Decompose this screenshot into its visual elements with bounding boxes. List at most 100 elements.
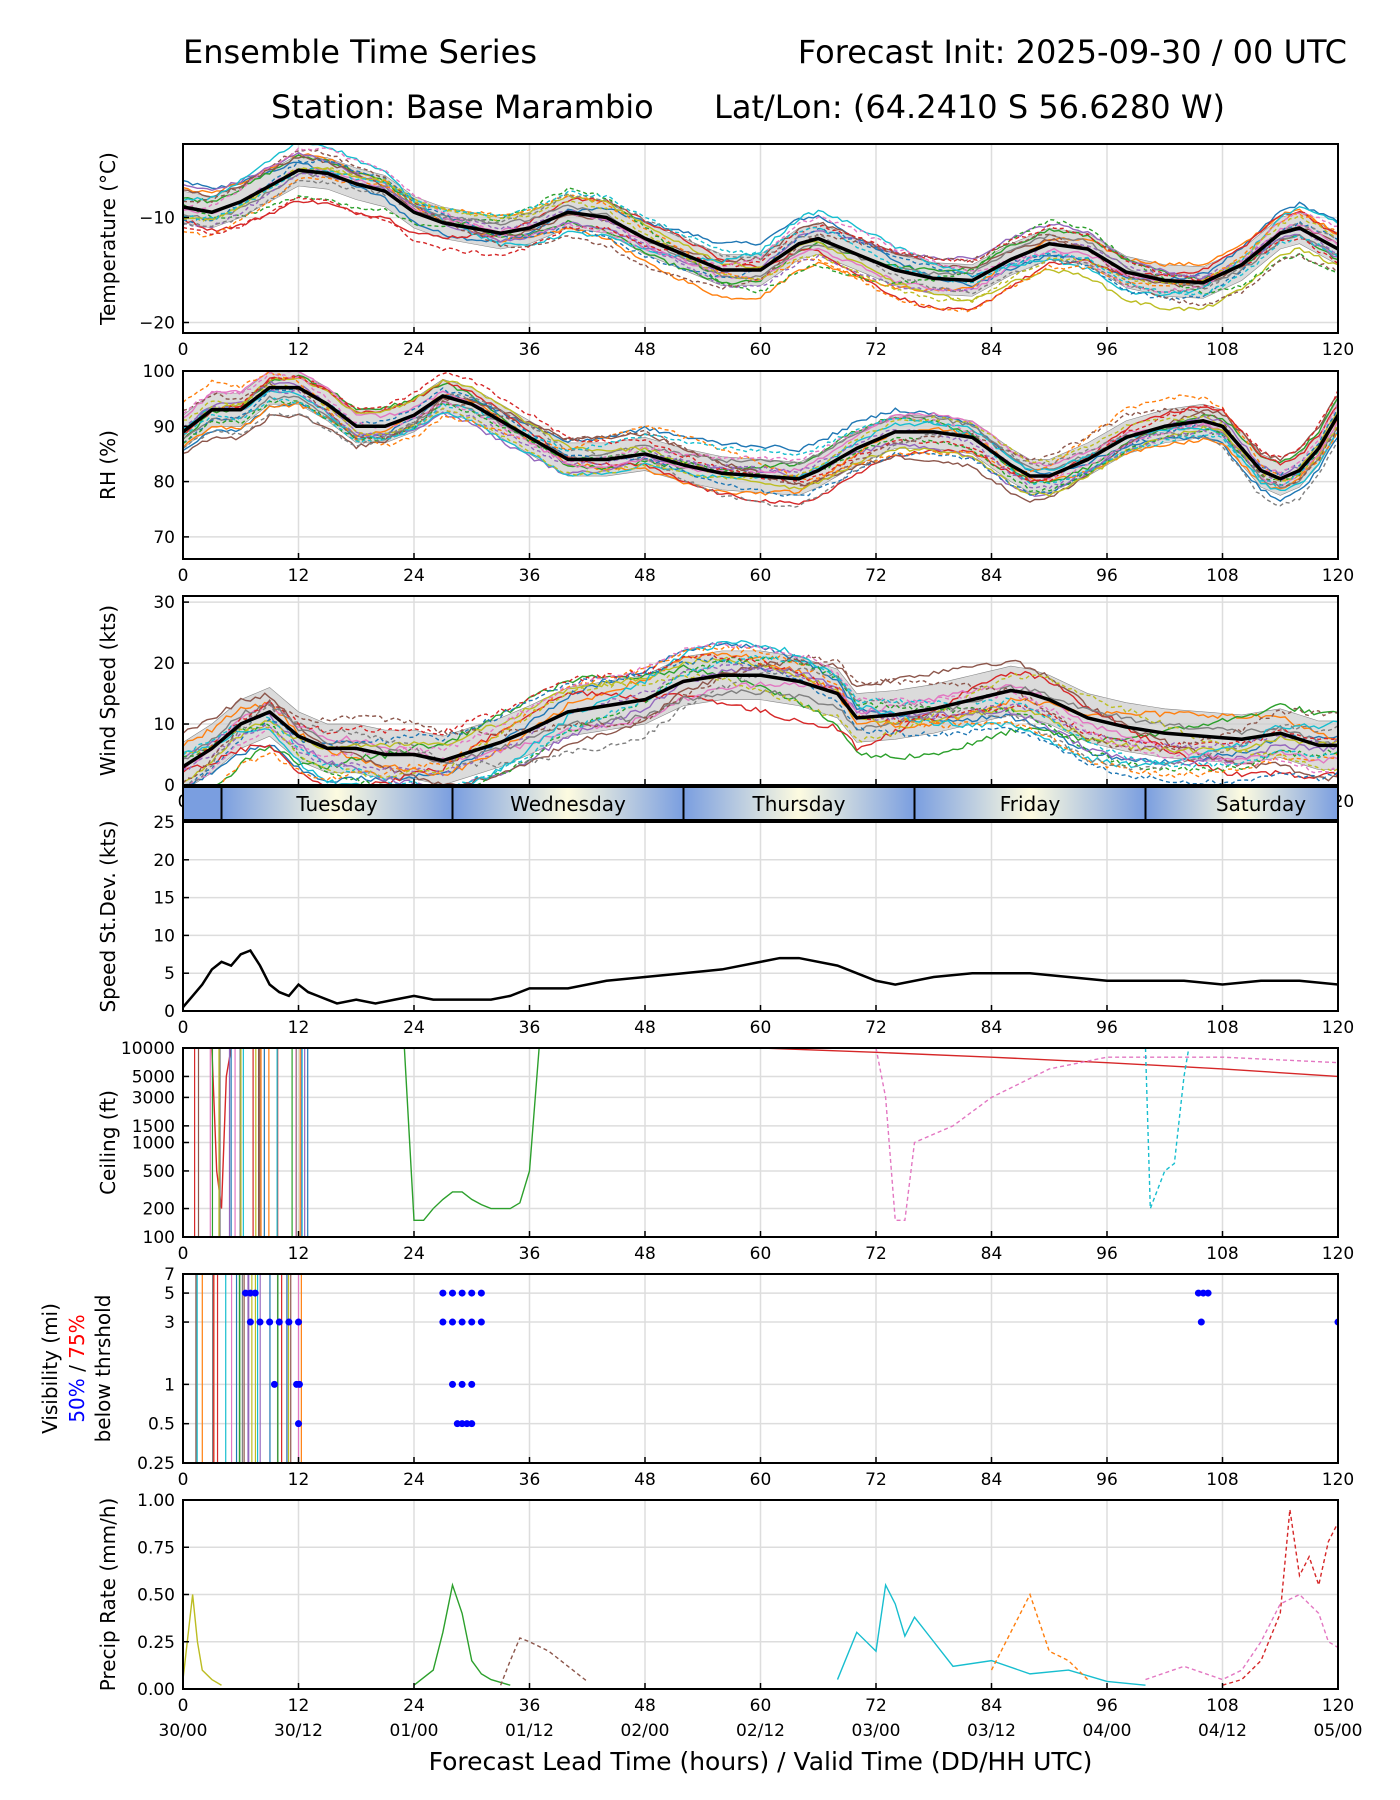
rh-plot-area bbox=[183, 371, 1338, 559]
day-segment bbox=[183, 787, 222, 820]
x-tick-label: 36 bbox=[519, 566, 541, 586]
day-label-tuesday: Tuesday bbox=[295, 792, 378, 816]
valid-time-label: 05/00 bbox=[1314, 1721, 1363, 1741]
threshold-dot bbox=[449, 1318, 456, 1326]
threshold-dot bbox=[458, 1289, 466, 1297]
x-tick-label: 60 bbox=[750, 1244, 772, 1264]
y-axis-label: Visibility (mi) bbox=[38, 1303, 62, 1434]
threshold-dot bbox=[295, 1420, 302, 1428]
forecast-init: Forecast Init: 2025-09-30 / 00 UTC bbox=[797, 33, 1347, 71]
series-line-m7 bbox=[990, 1592, 1089, 1681]
x-tick-label: 96 bbox=[1096, 1696, 1118, 1716]
y-tick-label: 100 bbox=[143, 362, 175, 382]
member-line bbox=[183, 159, 1338, 301]
member-line bbox=[183, 384, 1338, 482]
threshold-dot bbox=[246, 1318, 254, 1326]
x-tick-label: 0 bbox=[178, 1696, 189, 1716]
member-line bbox=[183, 651, 1338, 776]
x-tick-label: 0 bbox=[178, 340, 189, 360]
threshold-dot bbox=[468, 1380, 476, 1388]
member-line bbox=[183, 657, 1338, 785]
series-line-m6 bbox=[183, 1594, 222, 1686]
speed_stdev-plot-area bbox=[183, 822, 1338, 1011]
y-tick-label: 5 bbox=[164, 964, 175, 984]
member-line bbox=[183, 379, 1338, 498]
y-tick-label: −10 bbox=[139, 209, 175, 229]
x-tick-label: 0 bbox=[178, 1018, 189, 1038]
threshold-dot bbox=[453, 1420, 461, 1428]
y-tick-label: 10000 bbox=[121, 1039, 175, 1059]
y-axis-label: RH (%) bbox=[96, 430, 120, 500]
member-line bbox=[183, 176, 1338, 313]
y-tick-label: 20 bbox=[153, 654, 175, 674]
wind_speed-plot-area bbox=[183, 596, 1338, 785]
series-line-m3 bbox=[836, 1582, 1146, 1686]
series-line-m2 bbox=[1145, 1593, 1338, 1681]
day-segment bbox=[683, 787, 915, 820]
x-tick-label: 120 bbox=[1322, 1244, 1354, 1264]
x-tick-label: 24 bbox=[403, 1018, 425, 1038]
valid-time-label: 30/12 bbox=[274, 1721, 323, 1741]
y-axis-label: Ceiling (ft) bbox=[96, 1090, 120, 1195]
y-tick-label: 0.25 bbox=[137, 1633, 175, 1653]
x-tick-label: 0 bbox=[178, 1470, 189, 1490]
valid-time-label: 03/00 bbox=[852, 1721, 901, 1741]
x-tick-label: 48 bbox=[634, 1018, 656, 1038]
x-tick-label: 48 bbox=[634, 340, 656, 360]
member-line bbox=[183, 371, 1338, 481]
ensemble-mean-line bbox=[183, 673, 1338, 769]
threshold-dot bbox=[295, 1318, 302, 1326]
y-tick-label: 1.00 bbox=[137, 1491, 175, 1511]
x-tick-label: 0 bbox=[178, 1244, 189, 1264]
y-tick-label: 30 bbox=[153, 593, 175, 613]
x-tick-label: 36 bbox=[519, 1244, 541, 1264]
member-line bbox=[183, 672, 1338, 779]
threshold-dot bbox=[458, 1318, 466, 1326]
day-label-thursday: Thursday bbox=[752, 792, 846, 816]
member-line bbox=[183, 196, 1338, 283]
threshold-dot bbox=[449, 1289, 456, 1297]
y-tick-label: 0.5 bbox=[148, 1415, 175, 1435]
day-segment bbox=[452, 787, 684, 820]
member-line bbox=[183, 167, 1338, 304]
y-tick-label: 0.00 bbox=[137, 1680, 175, 1700]
y-tick-label: 0.25 bbox=[137, 1454, 175, 1474]
visibility-plot-area bbox=[183, 1274, 1338, 1463]
member-line bbox=[183, 388, 1338, 490]
x-tick-label: 96 bbox=[1096, 566, 1118, 586]
threshold-dot bbox=[463, 1420, 471, 1428]
threshold-dot bbox=[468, 1420, 476, 1428]
valid-time-label: 01/00 bbox=[390, 1721, 439, 1741]
day-label-friday: Friday bbox=[1000, 792, 1061, 816]
threshold-dot bbox=[439, 1289, 447, 1297]
station-latlon: Lat/Lon: (64.2410 S 56.6280 W) bbox=[714, 88, 1225, 126]
x-tick-label: 12 bbox=[288, 1244, 310, 1264]
x-tick-label: 12 bbox=[288, 566, 310, 586]
member-line bbox=[183, 386, 1338, 498]
y-axis-label: Precip Rate (mm/h) bbox=[96, 1498, 120, 1692]
y-tick-label: 10 bbox=[153, 926, 175, 946]
x-tick-label: 108 bbox=[1206, 340, 1238, 360]
x-tick-label: 72 bbox=[865, 566, 887, 586]
member-line bbox=[183, 654, 1338, 785]
series-line-m3 bbox=[1144, 1048, 1338, 1209]
y-tick-label: 7 bbox=[164, 1265, 175, 1285]
threshold-dot bbox=[468, 1289, 476, 1297]
valid-time-label: 01/12 bbox=[505, 1721, 554, 1741]
threshold-dot bbox=[285, 1318, 293, 1326]
ensemble-mean-line bbox=[183, 385, 1338, 481]
member-line bbox=[183, 377, 1338, 497]
x-tick-label: 96 bbox=[1096, 1244, 1118, 1264]
valid-time-label: 02/12 bbox=[736, 1721, 785, 1741]
threshold-dot bbox=[468, 1318, 476, 1326]
x-tick-label: 84 bbox=[981, 1018, 1003, 1038]
member-line bbox=[183, 397, 1338, 487]
x-tick-label: 84 bbox=[981, 1470, 1003, 1490]
member-line bbox=[183, 654, 1338, 784]
x-tick-label: 108 bbox=[1206, 1696, 1238, 1716]
x-tick-label: 12 bbox=[288, 1696, 310, 1716]
x-tick-label: 84 bbox=[981, 1696, 1003, 1716]
member-line bbox=[183, 187, 1338, 296]
threshold-dot bbox=[477, 1318, 485, 1326]
day-segment bbox=[914, 787, 1146, 820]
